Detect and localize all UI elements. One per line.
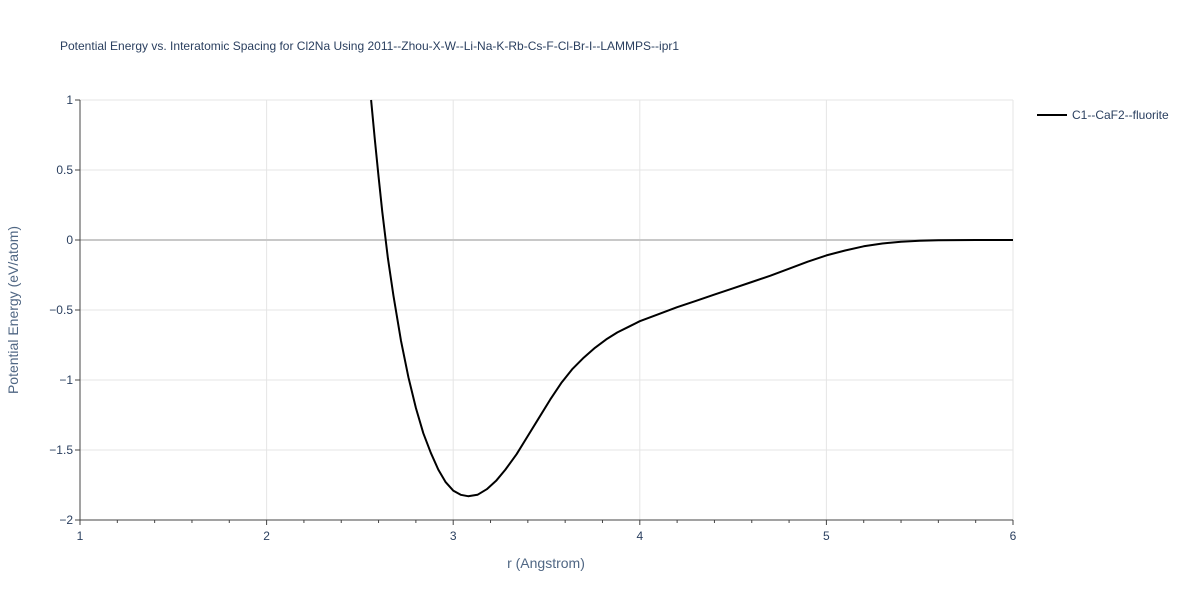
y-tick-label: −0.5 <box>49 303 73 317</box>
y-tick-label: −1.5 <box>49 443 73 457</box>
x-tick-label: 2 <box>263 529 270 543</box>
y-tick-label: 0.5 <box>56 163 73 177</box>
x-axis-ticks: 1 2 3 4 5 6 <box>77 529 1017 543</box>
axes <box>75 99 1014 525</box>
x-tick-label: 6 <box>1010 529 1017 543</box>
y-tick-label: −1 <box>59 373 73 387</box>
x-tick-label: 4 <box>636 529 643 543</box>
chart-title: Potential Energy vs. Interatomic Spacing… <box>60 39 679 53</box>
y-axis-ticks: −2 −1.5 −1 −0.5 0 0.5 1 <box>49 93 73 527</box>
series-line-0[interactable] <box>370 99 1013 498</box>
x-axis-label: r (Angstrom) <box>507 555 585 571</box>
y-tick-label: 0 <box>66 233 73 247</box>
y-tick-label: −2 <box>59 513 73 527</box>
y-tick-label: 1 <box>66 93 73 107</box>
series-layer <box>370 99 1013 498</box>
legend-item-c1-caf2-fluorite: C1--CaF2--fluorite <box>1072 108 1169 122</box>
y-axis-label: Potential Energy (eV/atom) <box>5 226 21 394</box>
x-tick-label: 1 <box>77 529 84 543</box>
x-tick-label: 5 <box>823 529 830 543</box>
grid-lines <box>80 99 1014 520</box>
legend[interactable]: C1--CaF2--fluorite <box>1037 108 1169 122</box>
x-tick-label: 3 <box>450 529 457 543</box>
